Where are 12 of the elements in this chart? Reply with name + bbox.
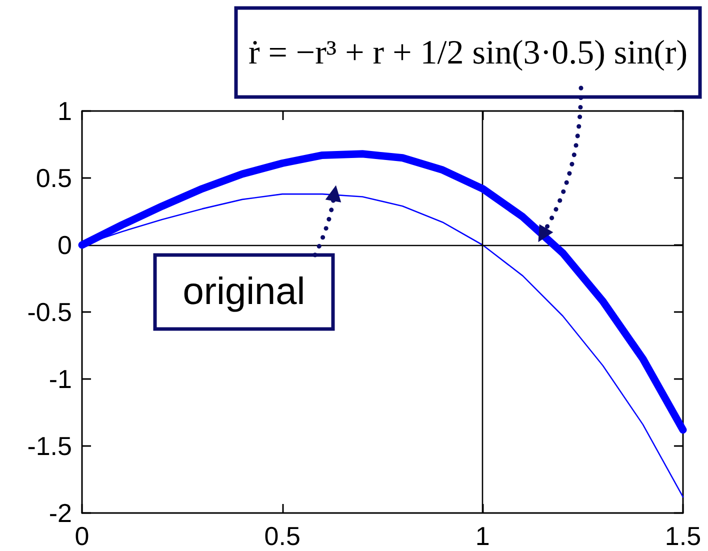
annotation: original [182,271,306,313]
y-tick-label: 1 [58,96,72,126]
y-tick-label: 0.5 [36,163,72,193]
x-tick-label: 1.5 [664,521,702,551]
y-tick-label: -1 [48,364,72,394]
x-tick-label: 0.5 [264,521,300,551]
annotation: ṙ = −r³ + r + 1/2 sin(3·0.5) sin(r) [248,34,688,71]
y-tick-label: 0 [58,230,72,260]
x-tick-label: 1 [475,521,490,551]
y-tick-label: -1.5 [27,431,72,461]
y-tick-label: -0.5 [27,297,72,327]
y-tick-label: -2 [48,498,72,528]
